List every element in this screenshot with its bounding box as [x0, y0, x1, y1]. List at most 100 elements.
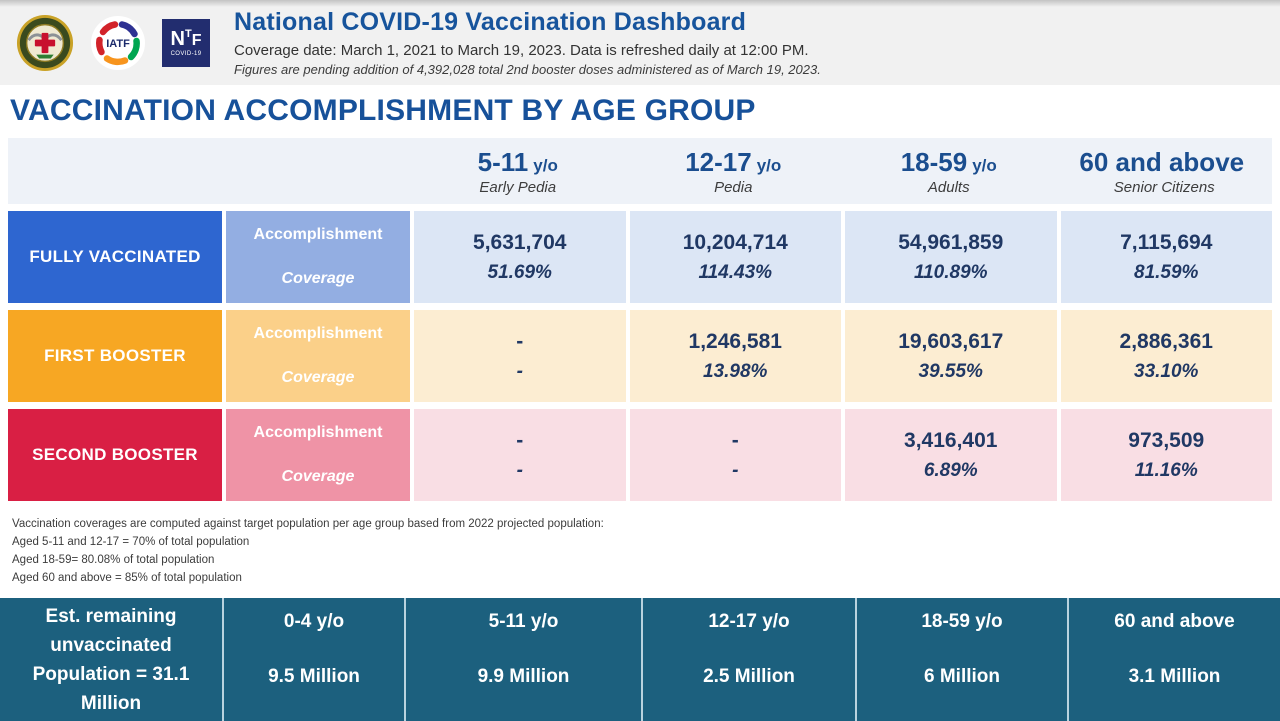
age-group-header-row: 5-11 y/o Early Pedia 12-17 y/o Pedia 18-59…	[8, 138, 1272, 204]
iatf-label: IATF	[106, 38, 130, 50]
row-metric-labels: Accomplishment Coverage	[226, 310, 410, 402]
coverage-value: 114.43%	[698, 261, 773, 283]
group-label: 18-59 y/o	[921, 611, 1003, 632]
coverage-value: -	[732, 459, 739, 481]
group-value: 2.5 Million	[703, 666, 795, 687]
title-block: National COVID-19 Vaccination Dashboard …	[234, 8, 821, 77]
row-first-booster: FIRST BOOSTER Accomplishment Coverage - …	[8, 310, 1272, 402]
accomplishment-value: 10,204,714	[682, 230, 788, 254]
coverage-value: 33.10%	[1134, 360, 1199, 382]
section-title: VACCINATION ACCOMPLISHMENT BY AGE GROUP	[10, 94, 756, 127]
group-label: 5-11 y/o	[488, 611, 559, 632]
iatf-icon: IATF	[91, 15, 145, 70]
accomplishment-value: 2,886,361	[1119, 329, 1213, 353]
age-unit-text: y/o	[533, 156, 558, 175]
footnote-line: Vaccination coverages are computed again…	[12, 518, 604, 530]
accomplishment-value: -	[731, 428, 739, 452]
coverage-value: 51.69%	[487, 261, 552, 283]
coverage-value: -	[516, 459, 523, 481]
age-range-text: 18-59	[900, 147, 968, 177]
metric-coverage-label: Coverage	[281, 468, 355, 485]
age-unit-text: y/o	[756, 156, 782, 175]
accomplishment-value: 3,416,401	[904, 428, 998, 452]
age-sublabel: Early Pedia	[479, 179, 557, 196]
data-cell-first-18-59: 19,603,617 39.55%	[845, 310, 1057, 402]
group-value: 9.9 Million	[477, 666, 570, 687]
footnote-line: Aged 18-59= 80.08% of total population	[12, 554, 215, 566]
age-sublabel: Pedia	[714, 179, 753, 196]
accomplishment-value: 5,631,704	[473, 230, 567, 254]
accomplishment-value: 973,509	[1128, 428, 1205, 452]
accomplishment-value: 7,115,694	[1120, 230, 1213, 254]
data-cell-second-60-above: 973,509 11.16%	[1060, 409, 1272, 501]
ntf-letter-f: F	[191, 31, 202, 49]
metric-coverage-label: Coverage	[281, 270, 355, 287]
data-cell-first-5-11: - -	[414, 310, 626, 402]
age-column-5-11: 5-11 y/o Early Pedia	[410, 138, 626, 204]
data-cell-fully-12-17: 10,204,714 114.43%	[629, 211, 841, 303]
metric-accomplishment-label: Accomplishment	[253, 325, 383, 342]
age-range: 12-17 y/o	[626, 147, 842, 178]
unvaccinated-group-60-above: 60 and above 3.1 Million	[1067, 598, 1280, 721]
data-cell-first-12-17: 1,246,581 13.98%	[629, 310, 841, 402]
data-cell-second-18-59: 3,416,401 6.89%	[845, 409, 1057, 501]
coverage-date-text: Coverage date: March 1, 2021 to March 19…	[234, 42, 809, 59]
data-cell-first-60-above: 2,886,361 33.10%	[1060, 310, 1272, 402]
row-second-booster: SECOND BOOSTER Accomplishment Coverage -…	[8, 409, 1272, 501]
metric-coverage-label: Coverage	[281, 369, 355, 386]
row-metric-labels: Accomplishment Coverage	[226, 211, 410, 303]
coverage-value: 13.98%	[703, 360, 768, 382]
age-range: 18-59 y/o	[841, 147, 1057, 178]
unvaccinated-group-18-59: 18-59 y/o 6 Million	[855, 598, 1067, 721]
footnote-line: Aged 60 and above = 85% of total populat…	[12, 572, 242, 584]
data-cell-fully-60-above: 7,115,694 81.59%	[1060, 211, 1272, 303]
age-sublabel: Senior Citizens	[1113, 179, 1215, 196]
metric-accomplishment-label: Accomplishment	[253, 226, 383, 243]
coverage-value: 81.59%	[1134, 261, 1199, 283]
ntf-letter-n: N	[170, 27, 185, 50]
group-value: 6 Million	[924, 666, 1000, 687]
group-value: 9.5 Million	[268, 666, 360, 687]
coverage-value: -	[516, 360, 523, 382]
accomplishment-value: 1,246,581	[688, 329, 782, 353]
metric-accomplishment-label: Accomplishment	[253, 424, 383, 441]
accomplishment-value: -	[516, 428, 524, 452]
data-cell-fully-5-11: 5,631,704 51.69%	[414, 211, 626, 303]
age-range: 60 and above	[1057, 147, 1273, 178]
unvaccinated-summary: Est. remaining unvaccinated Population =…	[32, 605, 190, 714]
coverage-value: 6.89%	[923, 459, 978, 481]
ntf-covid19-icon: NTF COVID-19	[162, 18, 210, 67]
accomplishment-value: 54,961,859	[898, 230, 1004, 254]
group-label: 12-17 y/o	[708, 611, 790, 632]
unvaccinated-population-bar: Est. remaining unvaccinated Population =…	[0, 598, 1280, 721]
unvaccinated-group-12-17: 12-17 y/o 2.5 Million	[641, 598, 855, 721]
unvaccinated-group-5-11: 5-11 y/o 9.9 Million	[404, 598, 641, 721]
group-label: 0-4 y/o	[283, 611, 345, 632]
logo-group: IATF NTF COVID-19	[16, 14, 210, 72]
header-spacer	[8, 138, 222, 204]
age-column-12-17: 12-17 y/o Pedia	[626, 138, 842, 204]
age-column-18-59: 18-59 y/o Adults	[841, 138, 1057, 204]
doh-seal-icon	[16, 14, 74, 71]
data-cell-second-5-11: - -	[414, 409, 626, 501]
age-range: 5-11 y/o	[410, 147, 626, 178]
ntf-covid19-label: COVID-19	[170, 50, 202, 57]
coverage-value: 39.55%	[918, 360, 983, 382]
header-spacer	[222, 138, 410, 204]
age-range-text: 60 and above	[1079, 147, 1245, 177]
dashboard-title: National COVID-19 Vaccination Dashboard	[234, 8, 747, 36]
age-sublabel: Adults	[927, 179, 970, 196]
group-value: 3.1 Million	[1128, 666, 1221, 687]
pending-note-text: Figures are pending addition of 4,392,02…	[234, 62, 821, 77]
coverage-value: 11.16%	[1134, 459, 1198, 481]
group-label: 60 and above	[1114, 611, 1235, 632]
data-cell-fully-18-59: 54,961,859 110.89%	[845, 211, 1057, 303]
unvaccinated-group-0-4: 0-4 y/o 9.5 Million	[222, 598, 404, 721]
age-column-60-above: 60 and above Senior Citizens	[1057, 138, 1273, 204]
accomplishment-value: -	[516, 329, 524, 353]
footnote-line: Aged 5-11 and 12-17 = 70% of total popul…	[12, 536, 250, 548]
age-unit-text: y/o	[972, 156, 997, 175]
data-cell-second-12-17: - -	[629, 409, 841, 501]
coverage-footnotes: Vaccination coverages are computed again…	[12, 515, 1272, 587]
row-metric-labels: Accomplishment Coverage	[226, 409, 410, 501]
